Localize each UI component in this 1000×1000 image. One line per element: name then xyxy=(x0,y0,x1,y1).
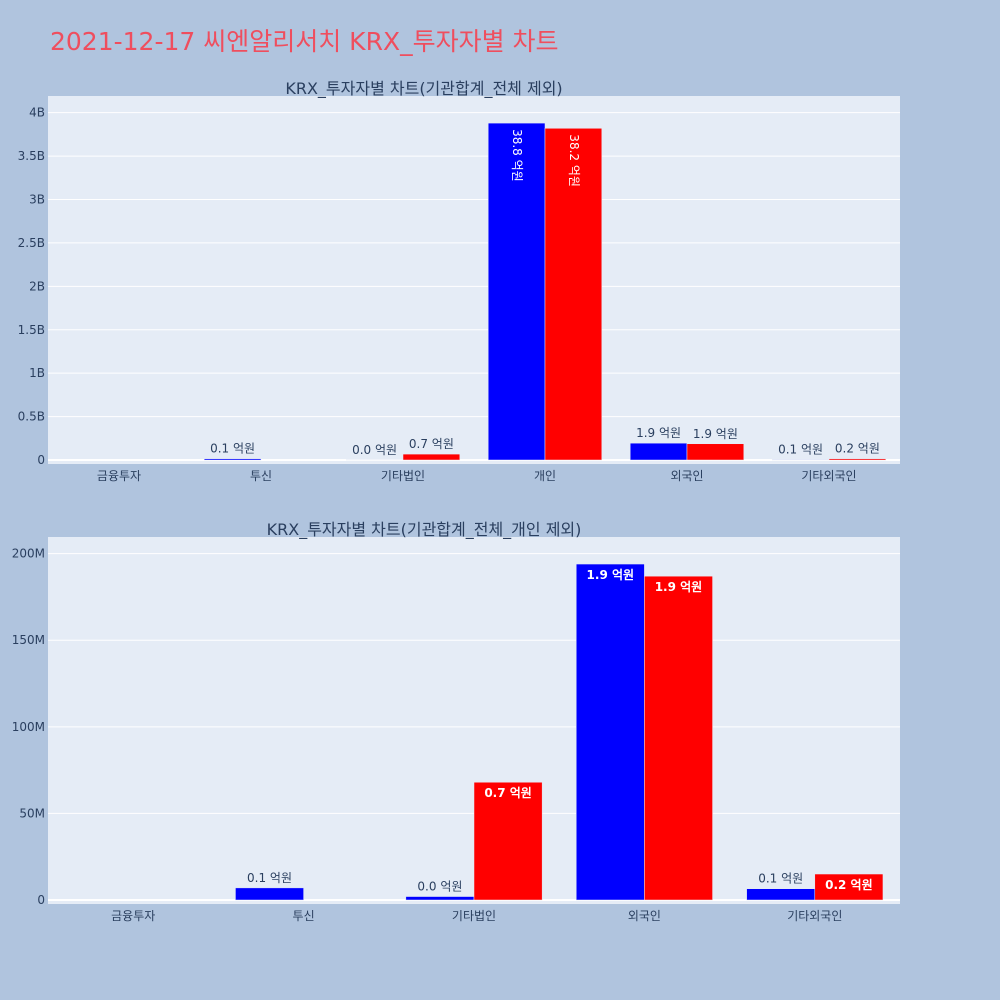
data-label: 1.9 억원 xyxy=(693,427,738,441)
y-tick-label: 2B xyxy=(29,279,45,293)
bar[interactable] xyxy=(203,458,262,461)
x-tick-label: 투신 xyxy=(293,909,315,923)
page-title: 2021-12-17 씨엔알리서치 KRX_투자자별 차트 xyxy=(50,27,559,56)
y-tick-label: 0 xyxy=(37,453,45,467)
x-tick-label: 기타법인 xyxy=(452,909,496,923)
bar[interactable] xyxy=(473,781,543,901)
chart-title: KRX_투자자별 차트(기관합계_전체 제외) xyxy=(285,79,562,99)
bar[interactable] xyxy=(828,458,887,461)
x-tick-label: 기타외국인 xyxy=(801,469,856,483)
data-label: 38.2 억원 xyxy=(567,134,581,187)
data-label: 0.2 억원 xyxy=(825,878,873,892)
bar[interactable] xyxy=(487,122,546,461)
chart-1-investor-all: 0 0.5B 1B 1.5B 2B 2.5B 3B 3.5B 4B KRX_투자자별 차트(기관합… xyxy=(18,79,900,483)
bar[interactable] xyxy=(629,442,688,461)
x-tick-label: 투신 xyxy=(250,469,272,483)
bar[interactable] xyxy=(575,563,645,901)
data-label: 0.2 억원 xyxy=(835,442,880,456)
data-label: 1.9 억원 xyxy=(636,426,681,440)
data-label: 0.0 억원 xyxy=(352,443,397,457)
y-tick-label: 200M xyxy=(12,547,45,561)
y-tick-label: 0 xyxy=(37,893,45,907)
bar[interactable] xyxy=(771,459,830,461)
y-tick-label: 3B xyxy=(29,193,45,207)
chart-title: KRX_투자자별 차트(기관합계_전체_개인 제외) xyxy=(267,520,582,540)
data-label: 0.1 억원 xyxy=(758,872,803,886)
bar[interactable] xyxy=(814,873,884,901)
y-tick-label: 1B xyxy=(29,366,45,380)
x-tick-label: 금융투자 xyxy=(97,469,141,483)
y-tick-label: 100M xyxy=(12,720,45,734)
data-label: 0.1 억원 xyxy=(778,442,823,456)
x-tick-label: 기타외국인 xyxy=(787,909,842,923)
y-tick-label: 1.5B xyxy=(18,323,45,337)
y-tick-label: 3.5B xyxy=(18,149,45,163)
y-tick-label: 150M xyxy=(12,633,45,647)
chart-2-investor-excl-individual: 0 50M 100M 150M 200M KRX_투자자별 차트(기관합계_전체_개인 제… xyxy=(12,520,900,923)
data-label: 0.1 억원 xyxy=(247,871,292,885)
bar[interactable] xyxy=(402,453,461,461)
bar[interactable] xyxy=(405,896,475,901)
y-tick-label: 2.5B xyxy=(18,236,45,250)
y-tick-label: 50M xyxy=(19,806,45,820)
bar[interactable] xyxy=(686,443,745,461)
data-label: 1.9 억원 xyxy=(587,568,635,582)
data-label: 0.7 억원 xyxy=(409,437,454,451)
data-label: 0.1 억원 xyxy=(210,442,255,456)
x-tick-label: 개인 xyxy=(534,469,556,483)
bar[interactable] xyxy=(746,888,816,901)
x-tick-label: 외국인 xyxy=(670,469,703,483)
x-tick-label: 기타법인 xyxy=(381,469,425,483)
data-label: 0.7 억원 xyxy=(484,786,532,800)
plot-area xyxy=(48,96,900,464)
x-tick-label: 금융투자 xyxy=(111,909,155,923)
bar[interactable] xyxy=(235,887,304,901)
data-label: 1.9 억원 xyxy=(655,580,703,594)
data-label: 38.8 억원 xyxy=(510,129,524,182)
data-label: 0.0 억원 xyxy=(417,880,462,894)
y-tick-label: 4B xyxy=(29,106,45,120)
bar[interactable] xyxy=(644,575,713,901)
bar[interactable] xyxy=(544,128,603,461)
y-tick-label: 0.5B xyxy=(18,410,45,424)
x-tick-label: 외국인 xyxy=(628,909,661,923)
